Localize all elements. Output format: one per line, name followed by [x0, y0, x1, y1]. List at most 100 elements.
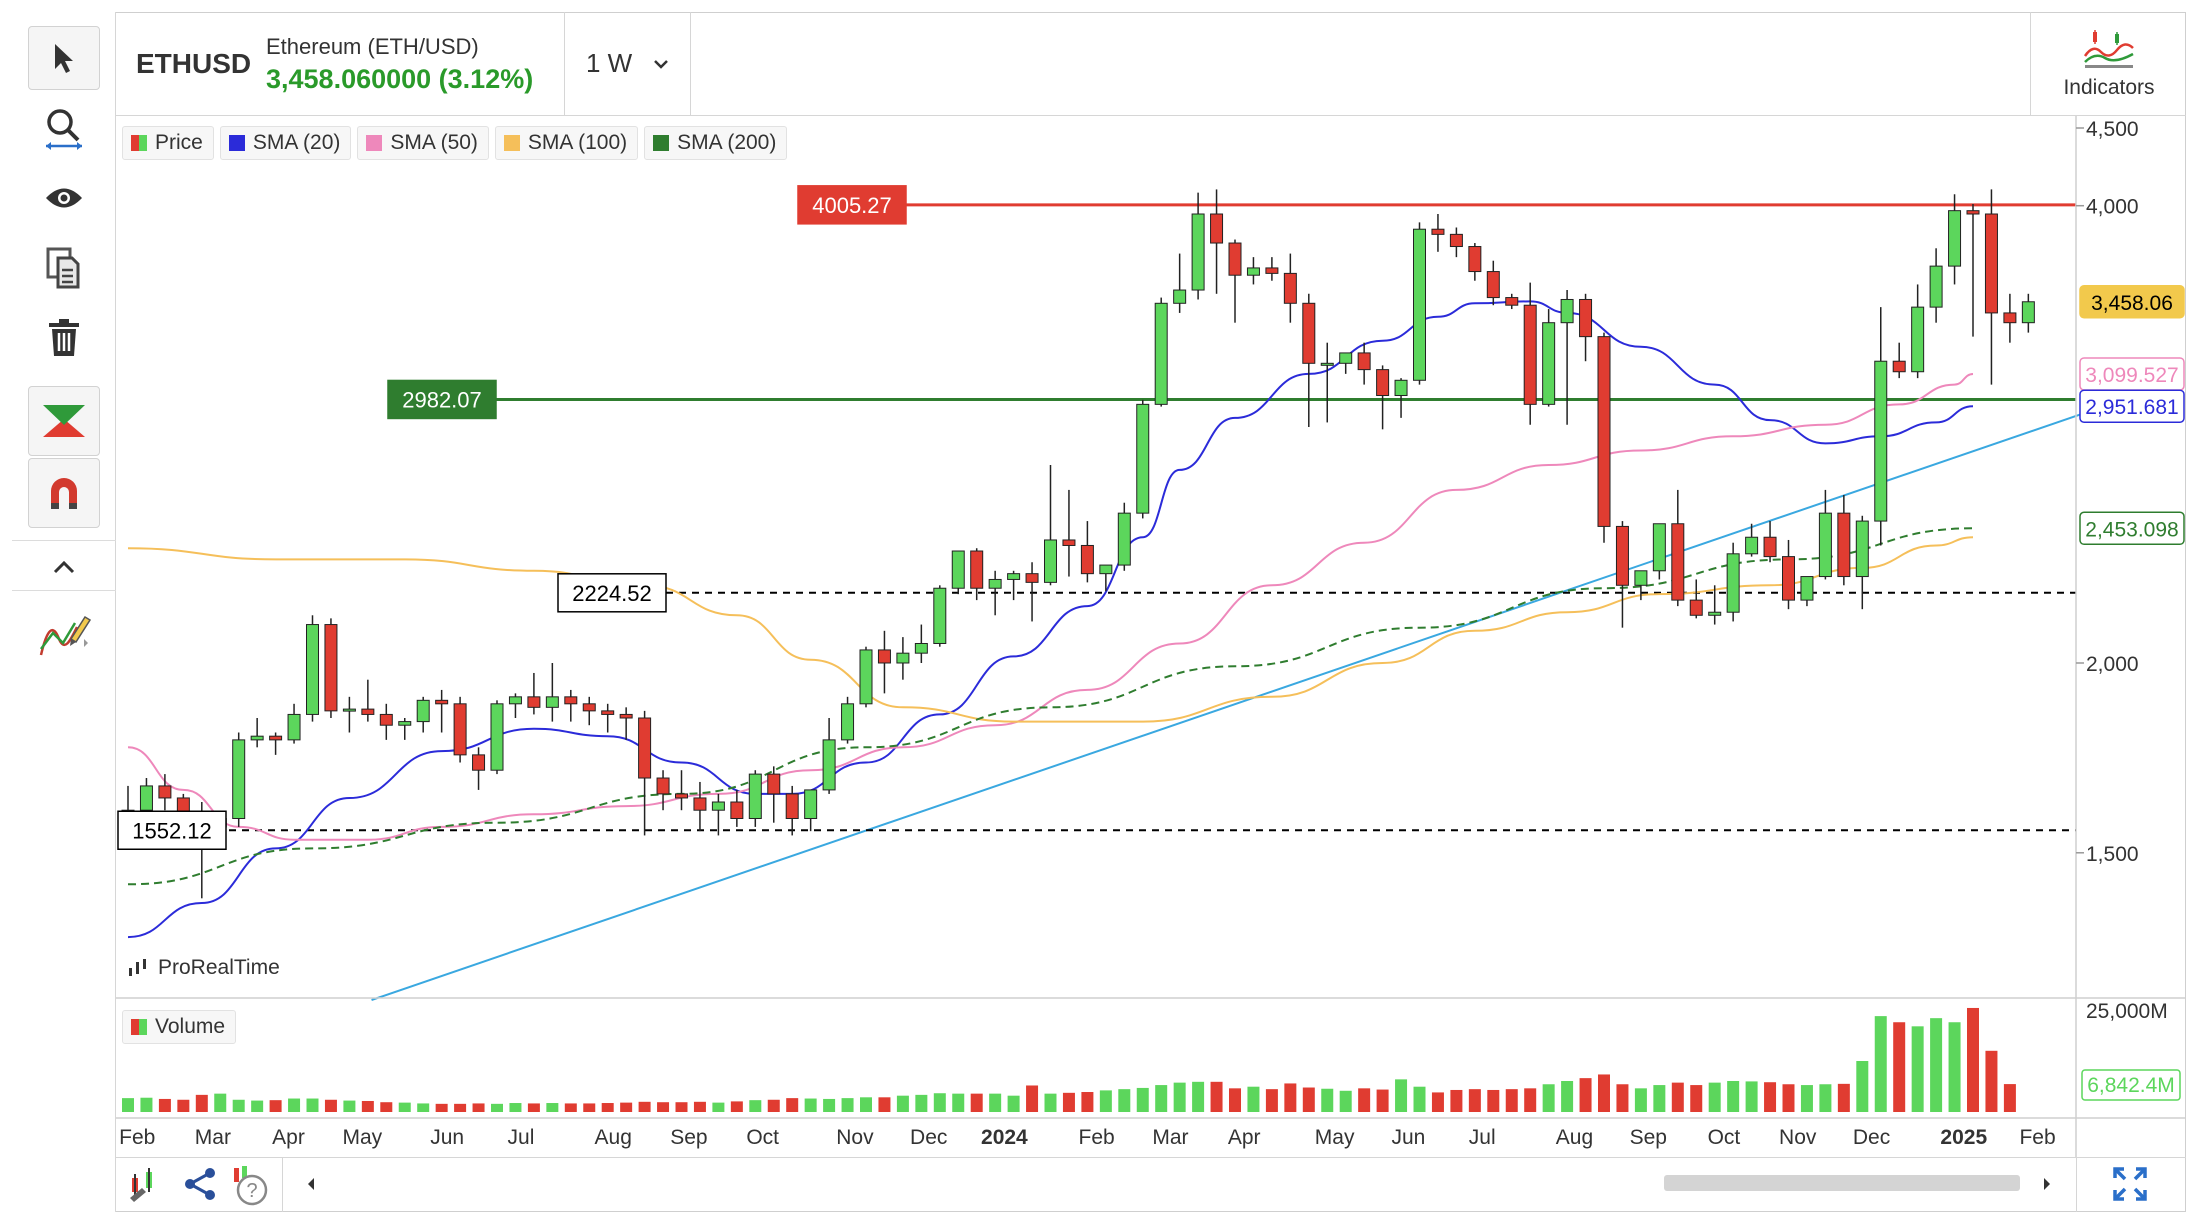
- candle-body[interactable]: [619, 713, 633, 719]
- volume-bar[interactable]: [675, 1102, 688, 1112]
- candle-body[interactable]: [1671, 523, 1685, 601]
- candle-body[interactable]: [1228, 242, 1242, 276]
- candle-body[interactable]: [1431, 228, 1445, 235]
- candle-body[interactable]: [1302, 302, 1316, 364]
- candle-body[interactable]: [158, 785, 172, 799]
- volume-bar[interactable]: [380, 1102, 393, 1112]
- candle-body[interactable]: [508, 696, 522, 705]
- volume-bar[interactable]: [251, 1100, 264, 1112]
- candle-body[interactable]: [841, 703, 855, 741]
- zoom-icon[interactable]: [28, 96, 100, 160]
- candle-body[interactable]: [416, 699, 430, 723]
- volume-bar[interactable]: [1782, 1084, 1795, 1112]
- candle-body[interactable]: [250, 735, 264, 741]
- volume-bar[interactable]: [1505, 1089, 1518, 1112]
- volume-bar[interactable]: [1265, 1089, 1278, 1112]
- candle-body[interactable]: [1911, 306, 1925, 373]
- indicators-button[interactable]: Indicators: [2030, 12, 2186, 115]
- volume-bar[interactable]: [1081, 1092, 1094, 1112]
- volume-bar[interactable]: [1487, 1089, 1500, 1112]
- candle-body[interactable]: [435, 699, 449, 705]
- candle-body[interactable]: [1413, 228, 1426, 381]
- volume-bar[interactable]: [1468, 1089, 1481, 1112]
- volume-bar[interactable]: [933, 1093, 946, 1112]
- fullscreen-icon[interactable]: [2112, 1166, 2148, 1207]
- chart-settings-icon[interactable]: [126, 1164, 166, 1209]
- volume-bar[interactable]: [122, 1098, 134, 1112]
- volume-bar[interactable]: [970, 1093, 983, 1112]
- volume-bar[interactable]: [564, 1103, 577, 1112]
- magnet-icon[interactable]: [28, 458, 100, 528]
- candle-body[interactable]: [1117, 512, 1131, 566]
- volume-bar[interactable]: [1598, 1074, 1610, 1112]
- candle-body[interactable]: [1615, 525, 1629, 586]
- timeframe-select[interactable]: 1 W: [586, 48, 633, 78]
- volume-bar[interactable]: [324, 1099, 337, 1112]
- volume-bar[interactable]: [1764, 1082, 1777, 1112]
- volume-bar[interactable]: [896, 1095, 909, 1112]
- candle-body[interactable]: [1246, 267, 1260, 276]
- candle-body[interactable]: [1874, 360, 1888, 522]
- volume-bar[interactable]: [1431, 1092, 1444, 1112]
- level-label-box[interactable]: [117, 810, 227, 851]
- candle-body[interactable]: [1265, 267, 1279, 274]
- eye-icon[interactable]: [28, 166, 100, 230]
- volume-bar[interactable]: [343, 1100, 356, 1112]
- candle-body[interactable]: [269, 735, 283, 741]
- volume-bar[interactable]: [1395, 1079, 1408, 1112]
- volume-bar[interactable]: [269, 1100, 282, 1112]
- candle-body[interactable]: [638, 717, 652, 779]
- candle-body[interactable]: [896, 652, 910, 664]
- symbol-label[interactable]: ETHUSD: [136, 48, 252, 79]
- volume-bar[interactable]: [527, 1103, 540, 1112]
- volume-bar[interactable]: [1229, 1088, 1241, 1112]
- volume-bar[interactable]: [952, 1093, 965, 1112]
- volume-bar[interactable]: [860, 1097, 872, 1112]
- candle-body[interactable]: [1579, 298, 1593, 338]
- candle-body[interactable]: [1320, 362, 1334, 366]
- candle-body[interactable]: [785, 793, 799, 820]
- volume-bar[interactable]: [1339, 1090, 1352, 1112]
- candle-body[interactable]: [970, 550, 984, 589]
- volume-bar[interactable]: [2003, 1084, 2016, 1112]
- candle-body[interactable]: [748, 773, 762, 820]
- volume-bar[interactable]: [601, 1103, 614, 1112]
- candle-body[interactable]: [1984, 213, 1998, 314]
- candle-body[interactable]: [1136, 403, 1150, 514]
- candle-body[interactable]: [1800, 576, 1814, 601]
- volume-bar[interactable]: [1321, 1088, 1334, 1112]
- volume-bar[interactable]: [1911, 1026, 1924, 1112]
- volume-bar[interactable]: [749, 1100, 762, 1112]
- volume-bar[interactable]: [1745, 1081, 1758, 1112]
- candle-body[interactable]: [361, 708, 375, 715]
- volume-bar[interactable]: [657, 1102, 670, 1112]
- candle-body[interactable]: [601, 710, 615, 715]
- candle-body[interactable]: [1505, 297, 1519, 306]
- volume-bar[interactable]: [583, 1103, 596, 1112]
- volume-bar[interactable]: [1800, 1085, 1813, 1112]
- candle-body[interactable]: [1634, 570, 1648, 586]
- candle-body[interactable]: [804, 789, 818, 820]
- volume-bar[interactable]: [1967, 1007, 1979, 1112]
- volume-bar[interactable]: [1413, 1086, 1426, 1112]
- chevron-down-icon[interactable]: [653, 56, 669, 74]
- candle-body[interactable]: [1560, 298, 1574, 324]
- candle-body[interactable]: [472, 754, 486, 771]
- level-label-box[interactable]: [387, 379, 497, 420]
- candle-body[interactable]: [656, 777, 670, 795]
- volume-bar[interactable]: [1653, 1085, 1666, 1112]
- candle-body[interactable]: [1652, 523, 1666, 572]
- volume-bar[interactable]: [1155, 1085, 1168, 1112]
- candle-body[interactable]: [1818, 512, 1832, 578]
- volume-bar[interactable]: [804, 1098, 817, 1112]
- candle-body[interactable]: [951, 550, 965, 589]
- candle-body[interactable]: [1007, 573, 1021, 580]
- legend-volume[interactable]: Volume: [122, 1010, 237, 1044]
- candle-body[interactable]: [1468, 246, 1482, 273]
- candle-body[interactable]: [2003, 312, 2017, 324]
- volume-bar[interactable]: [509, 1103, 522, 1112]
- volume-bar[interactable]: [1634, 1088, 1647, 1112]
- help-icon[interactable]: ?: [228, 1164, 272, 1213]
- candle-body[interactable]: [1597, 336, 1611, 527]
- legend-sma-20[interactable]: SMA (20): [219, 126, 352, 160]
